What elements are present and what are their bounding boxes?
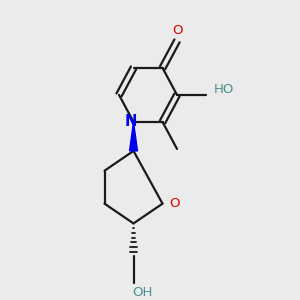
Polygon shape: [130, 122, 137, 151]
Text: O: O: [172, 25, 182, 38]
Text: OH: OH: [133, 286, 153, 299]
Text: HO: HO: [214, 83, 234, 97]
Text: O: O: [169, 197, 179, 210]
Text: N: N: [125, 114, 137, 129]
